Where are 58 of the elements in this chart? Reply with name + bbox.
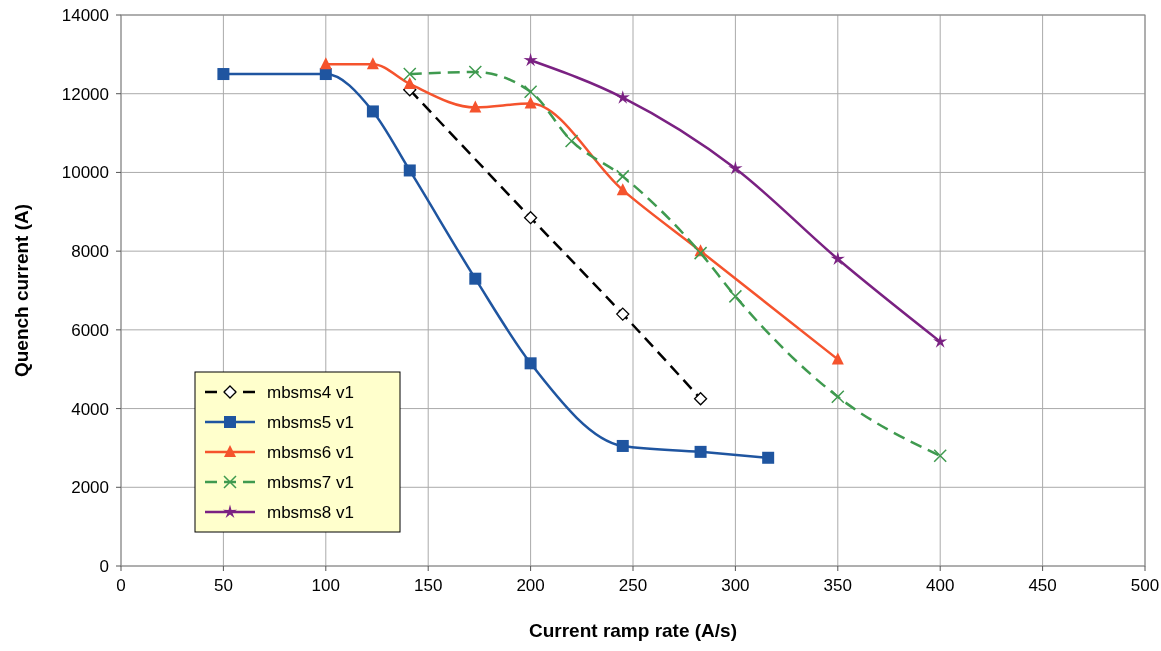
point (693, 392, 708, 406)
point (523, 85, 538, 99)
legend-label: mbsms5 v1 (267, 413, 354, 432)
y-tick-label: 14000 (61, 6, 109, 25)
point (933, 449, 947, 463)
point (524, 357, 537, 370)
x-tick-label: 300 (721, 576, 750, 595)
y-tick-label: 8000 (71, 242, 109, 262)
x-tick-label: 0 (116, 576, 126, 595)
x-axis-title: Current ramp rate (A/s) (529, 620, 737, 641)
y-tick-label: 0 (99, 557, 109, 576)
x-tick-label: 450 (1028, 576, 1057, 595)
point (319, 57, 332, 70)
y-tick-label: 10000 (61, 163, 109, 183)
x-tick-label: 150 (414, 576, 443, 595)
y-tick-label: 4000 (71, 399, 109, 419)
point (217, 68, 230, 81)
point (366, 105, 379, 118)
legend-label: mbsms4 v1 (267, 383, 354, 402)
point (933, 334, 948, 348)
legend-label: mbsms8 v1 (267, 503, 354, 522)
point (728, 289, 743, 304)
point (403, 164, 416, 177)
point (403, 76, 416, 89)
point (694, 445, 707, 458)
point (831, 352, 844, 365)
point (403, 67, 417, 81)
x-tick-label: 400 (926, 576, 955, 595)
y-tick-label: 12000 (61, 84, 109, 104)
point (616, 169, 630, 184)
x-tick-label: 50 (213, 576, 233, 595)
point (831, 390, 845, 404)
x-tick-label: 350 (823, 576, 852, 595)
y-tick-label: 2000 (71, 478, 109, 498)
point (762, 451, 775, 464)
legend-label: mbsms7 v1 (267, 473, 354, 492)
x-tick-label: 200 (516, 576, 545, 595)
point (469, 272, 482, 285)
x-tick-label: 500 (1130, 576, 1160, 595)
legend-label: mbsms6 v1 (267, 443, 354, 462)
point (728, 160, 743, 175)
point (523, 211, 538, 225)
point (616, 439, 629, 452)
x-tick-label: 250 (618, 576, 648, 595)
point (616, 307, 630, 321)
point (319, 68, 332, 81)
point (469, 100, 482, 113)
point (468, 65, 483, 79)
y-tick-label: 6000 (71, 320, 109, 340)
point (616, 183, 629, 196)
y-axis-title: Quench current (A) (11, 203, 32, 378)
point (830, 251, 845, 266)
point (524, 96, 537, 109)
x-tick-label: 100 (311, 576, 340, 595)
point (615, 90, 630, 104)
point (564, 134, 579, 148)
point (366, 57, 379, 70)
point (523, 52, 538, 67)
